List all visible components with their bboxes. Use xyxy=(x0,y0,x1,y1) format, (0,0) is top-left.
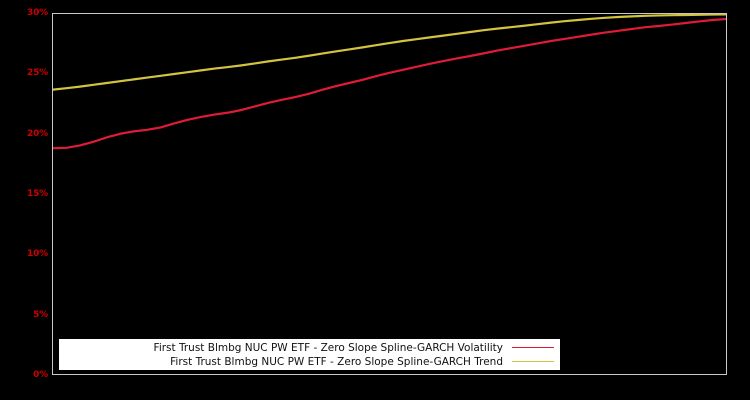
series-lines xyxy=(53,14,726,374)
legend-color-swatch xyxy=(512,347,554,348)
y-axis-tick-label: 25% xyxy=(27,68,48,79)
y-axis-tick-label: 20% xyxy=(27,128,48,139)
y-axis-tick-label: 5% xyxy=(33,309,48,320)
plot-area xyxy=(52,13,727,375)
y-axis-tick-labels: 30% 25% 20% 15% 10% 5% 0% xyxy=(0,0,48,400)
legend-item[interactable]: First Trust Blmbg NUC PW ETF - Zero Slop… xyxy=(59,355,556,369)
y-axis-tick-label: 30% xyxy=(27,8,48,18)
series-line-1 xyxy=(53,14,726,89)
y-axis-tick-label: 10% xyxy=(27,249,48,260)
legend-item-label: First Trust Blmbg NUC PW ETF - Zero Slop… xyxy=(170,355,503,368)
y-axis-tick-label: 15% xyxy=(27,189,48,199)
legend-item[interactable]: First Trust Blmbg NUC PW ETF - Zero Slop… xyxy=(59,341,556,355)
legend-item-label: First Trust Blmbg NUC PW ETF - Zero Slop… xyxy=(153,341,503,354)
chart-legend: First Trust Blmbg NUC PW ETF - Zero Slop… xyxy=(59,339,560,370)
y-axis-tick-label: 0% xyxy=(33,370,48,380)
series-line-0 xyxy=(53,19,726,148)
legend-color-swatch xyxy=(512,361,554,362)
